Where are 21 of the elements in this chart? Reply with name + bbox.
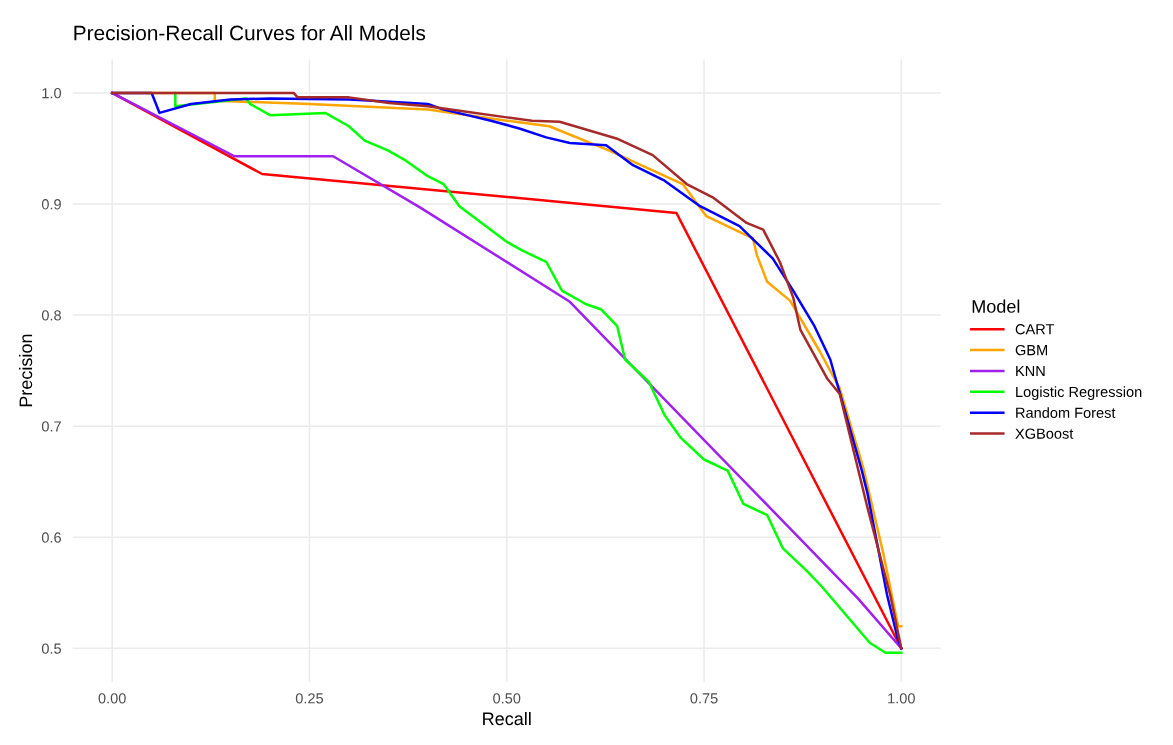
y-tick-label: 0.7 (41, 421, 61, 432)
legend-label: Random Forest (1016, 407, 1116, 418)
y-tick-label: 0.9 (41, 199, 61, 210)
x-axis-title: Recall (483, 711, 531, 726)
x-tick-label: 1.00 (888, 693, 915, 704)
legend-title: Model (972, 299, 1020, 313)
y-tick-label: 0.5 (41, 643, 62, 654)
y-axis-title: Precision (18, 334, 33, 407)
y-tick-label: 0.8 (41, 310, 61, 321)
x-tick-label: 0.75 (690, 693, 718, 704)
chart-title: Precision-Recall Curves for All Models (74, 25, 426, 41)
y-tick-label: 1.0 (42, 88, 62, 99)
legend-label: CART (1015, 324, 1055, 335)
legend-label: Logistic Regression (1016, 386, 1142, 400)
legend-label: KNN (1016, 365, 1045, 377)
y-tick-label: 0.6 (41, 532, 61, 543)
x-tick-label: 0.50 (493, 693, 521, 704)
legend-label: XGBoost (1015, 428, 1074, 439)
x-tick-label: 0.00 (98, 693, 126, 704)
x-tick-label: 0.25 (295, 693, 324, 704)
legend-label: GBM (1015, 344, 1047, 356)
